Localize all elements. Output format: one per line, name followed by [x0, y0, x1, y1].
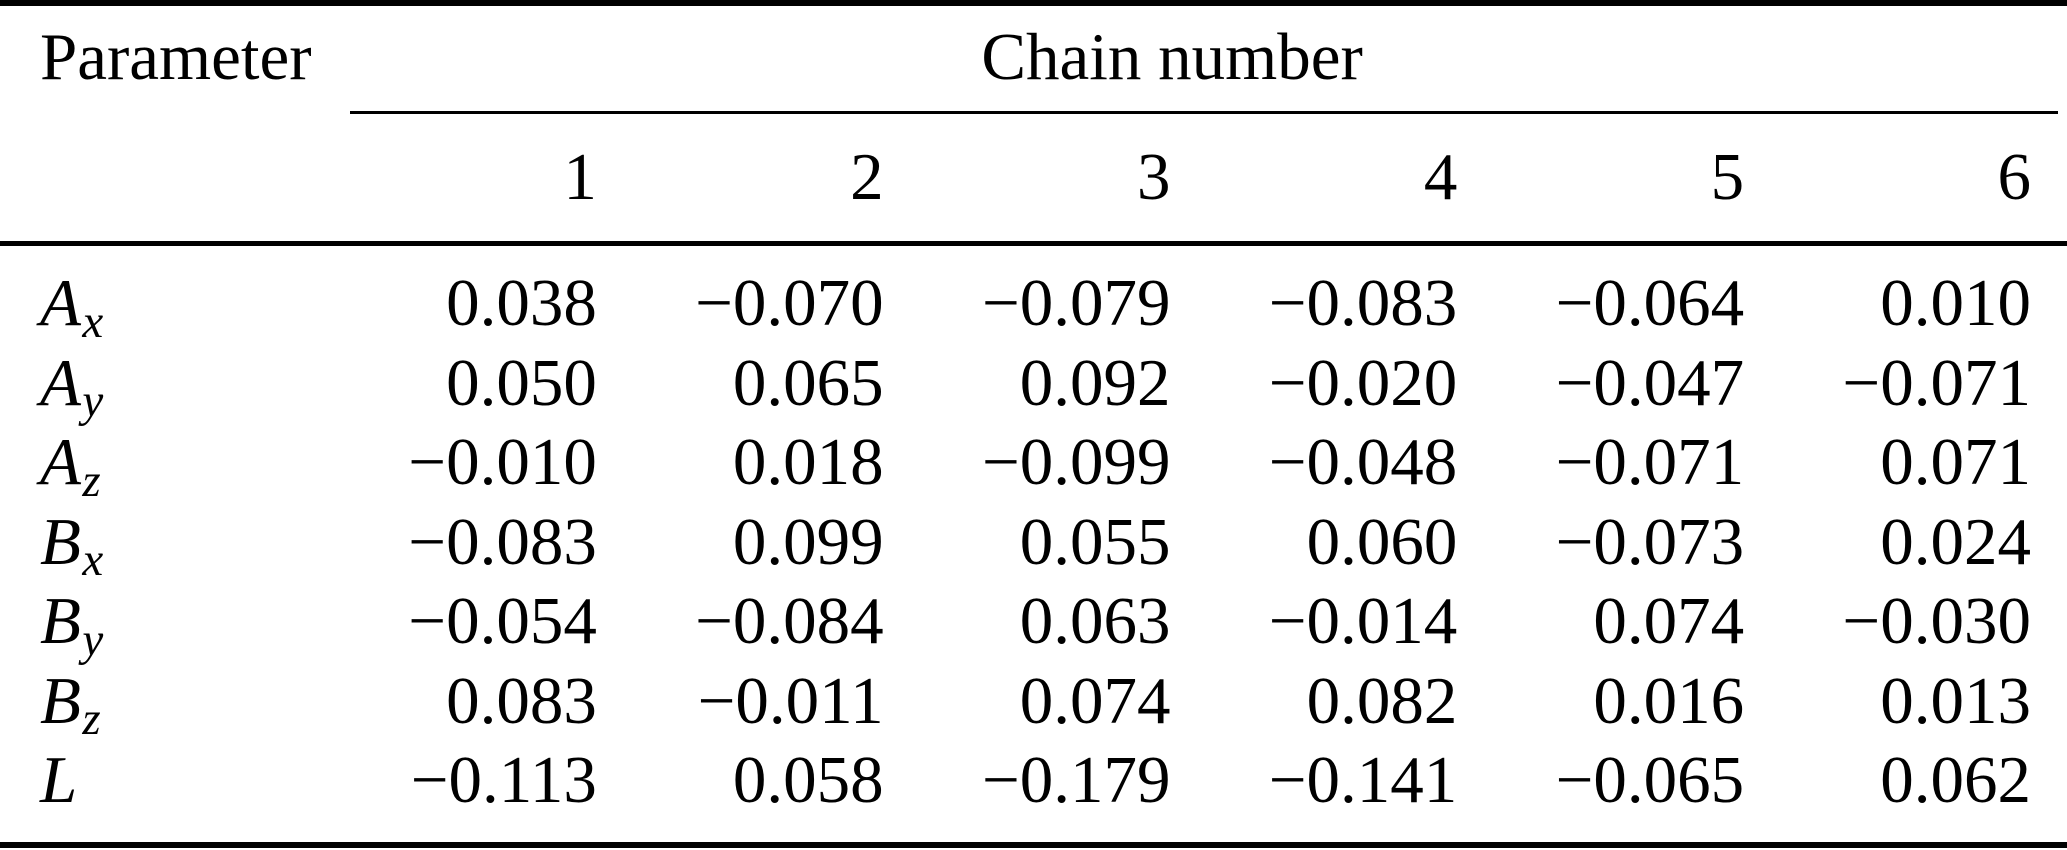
parameter-base: A [40, 345, 81, 420]
correlation-value: −0.054 [408, 584, 597, 659]
correlation-value: 0.092 [1019, 345, 1171, 420]
correlation-value: 0.083 [446, 663, 597, 738]
parameter-base: A [40, 425, 81, 500]
correlation-value: −0.179 [981, 743, 1171, 818]
correlation-value: −0.113 [410, 743, 597, 818]
table-row: Ay 0.050 0.065 0.092 −0.020 −0.047 −0.07… [0, 344, 2067, 424]
correlation-value: −0.010 [408, 425, 597, 500]
parameter-base: B [40, 663, 81, 738]
correlation-value: −0.141 [1268, 743, 1458, 818]
parameter-subscript: z [82, 693, 101, 745]
parameter-subscript: z [82, 454, 101, 507]
column-header-row: 1 2 3 4 5 6 [0, 114, 2067, 241]
correlation-value: 0.099 [732, 504, 884, 579]
correlation-value: 0.058 [732, 743, 884, 818]
correlation-value: 0.050 [446, 345, 597, 420]
correlation-value: 0.071 [1880, 425, 2031, 500]
parameter-label: L [0, 747, 310, 814]
chain-column-header-2: 2 [850, 140, 884, 214]
table-body: Ax 0.038 −0.070 −0.079 −0.083 −0.064 0.0… [0, 246, 2067, 842]
correlation-value: −0.065 [1555, 743, 1745, 818]
chain-column-header-6: 6 [1997, 140, 2031, 214]
parameter-base: B [40, 584, 81, 659]
top-rule [0, 0, 2067, 6]
chain-column-header-3: 3 [1136, 140, 1171, 214]
correlation-value: 0.013 [1880, 663, 2031, 738]
parameter-base: B [40, 504, 81, 579]
correlation-value: 0.074 [1593, 584, 1745, 659]
chain-column-header-4: 4 [1423, 140, 1458, 214]
parameter-subscript: x [82, 295, 104, 348]
header-rule [0, 241, 2067, 246]
parameter-label: Ay [0, 349, 310, 424]
correlation-value: −0.048 [1268, 425, 1458, 500]
table-row: By −0.054 −0.084 0.063 −0.014 0.074 −0.0… [0, 582, 2067, 663]
correlation-value: 0.063 [1019, 584, 1171, 659]
group-header-row: Parameter Chain number [0, 6, 2067, 108]
correlation-value: −0.064 [1555, 266, 1745, 341]
parameter-header: Parameter [40, 19, 312, 94]
chain-number-rule [350, 111, 2058, 114]
parameter-base: L [40, 743, 78, 818]
correlation-value: −0.099 [981, 425, 1171, 500]
correlation-value: 0.062 [1880, 743, 2031, 818]
correlation-value: 0.018 [732, 425, 884, 500]
correlation-value: −0.070 [695, 266, 884, 341]
correlation-value: −0.047 [1555, 345, 1745, 420]
correlation-value: 0.082 [1306, 663, 1458, 738]
correlation-value: −0.014 [1268, 584, 1458, 659]
parameter-subscript: x [82, 534, 104, 586]
correlation-value: −0.084 [695, 584, 884, 659]
correlation-value: −0.073 [1555, 504, 1745, 579]
chain-column-header-1: 1 [563, 140, 597, 214]
correlation-value: −0.079 [981, 266, 1171, 341]
table-row: Bz 0.083 −0.011 0.074 0.082 0.016 0.013 [0, 662, 2067, 742]
correlation-value: −0.083 [1268, 266, 1458, 341]
bottom-rule [0, 842, 2067, 848]
correlation-value: 0.074 [1019, 663, 1171, 738]
correlation-value: 0.065 [732, 345, 884, 420]
correlation-value: −0.071 [1555, 425, 1745, 500]
parameter-base: A [40, 266, 81, 341]
correlation-value: 0.024 [1880, 504, 2031, 579]
correlation-value: 0.060 [1306, 504, 1458, 579]
table-row: Ax 0.038 −0.070 −0.079 −0.083 −0.064 0.0… [0, 264, 2067, 345]
parameter-label: Bx [0, 508, 310, 583]
correlation-value: 0.016 [1593, 663, 1745, 738]
parameter-label: Bz [0, 667, 310, 742]
parameter-label: Az [0, 429, 310, 504]
correlation-value: −0.083 [408, 504, 597, 579]
chain-column-header-5: 5 [1710, 140, 1745, 214]
parameter-label: Ax [0, 270, 310, 345]
table-row: L −0.113 0.058 −0.179 −0.141 −0.065 0.06… [0, 741, 2067, 821]
correlation-value: 0.055 [1019, 504, 1171, 579]
table-row: Az −0.010 0.018 −0.099 −0.048 −0.071 0.0… [0, 423, 2067, 504]
parameter-label: By [0, 588, 310, 663]
correlation-value: −0.011 [697, 663, 884, 738]
correlation-value: 0.010 [1880, 266, 2031, 341]
table-row: Bx −0.083 0.099 0.055 0.060 −0.073 0.024 [0, 503, 2067, 583]
chain-number-header: Chain number [981, 19, 1363, 94]
correlation-value: −0.030 [1842, 584, 2031, 659]
correlation-value: 0.038 [446, 266, 597, 341]
parameter-subscript: y [82, 375, 104, 427]
parameter-subscript: y [82, 613, 104, 666]
correlation-value: −0.071 [1842, 345, 2031, 420]
correlation-value: −0.020 [1268, 345, 1458, 420]
